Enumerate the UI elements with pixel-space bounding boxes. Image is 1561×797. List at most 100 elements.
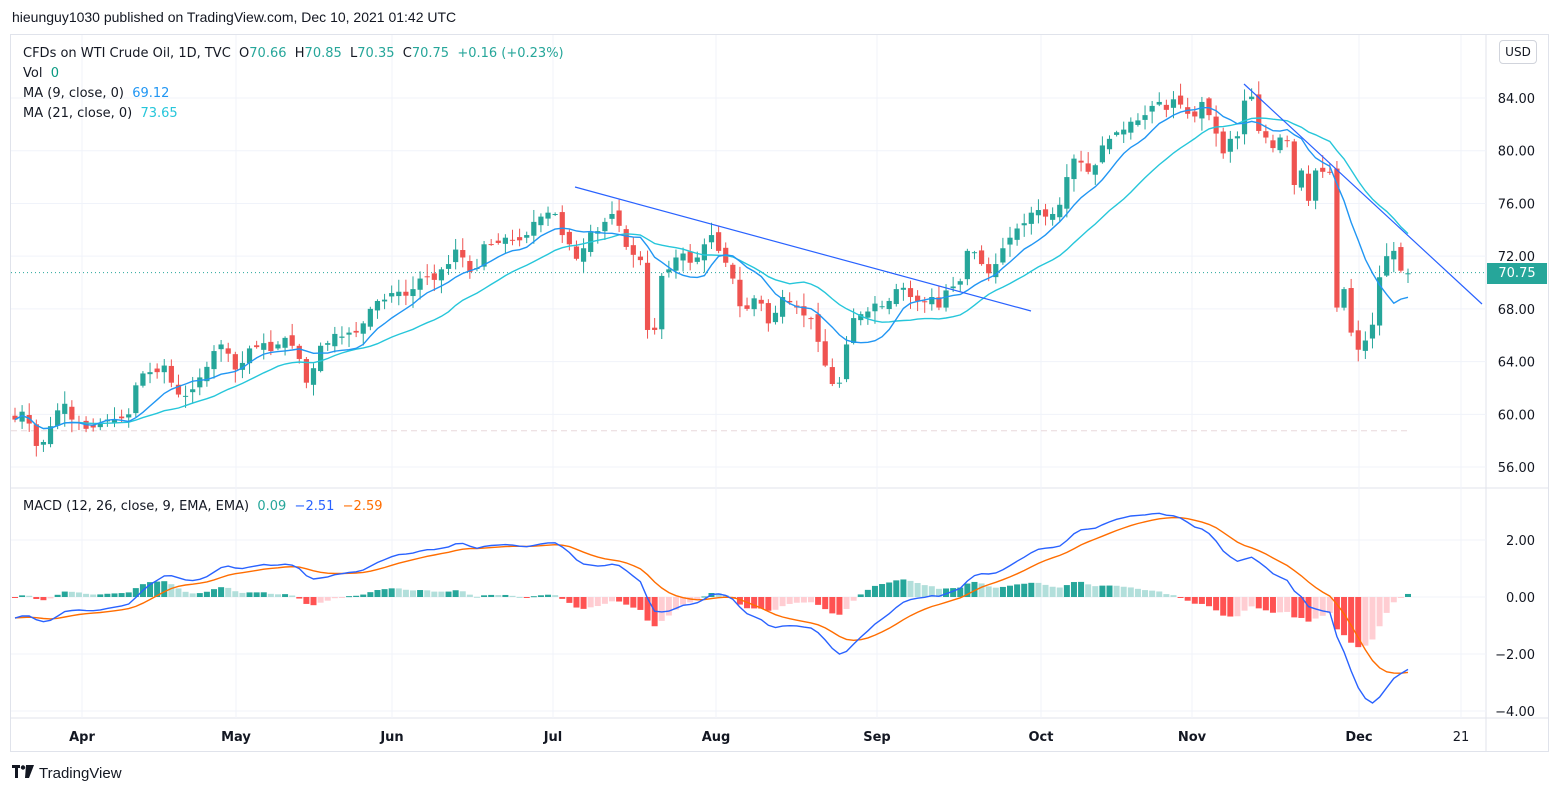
macd-histogram-bar xyxy=(1070,582,1077,597)
price-tick-label: 68.00 xyxy=(1498,303,1535,318)
candle-up xyxy=(389,293,395,297)
macd-histogram-bar xyxy=(786,597,793,604)
macd-histogram-bar xyxy=(566,597,573,603)
candle-up xyxy=(140,373,146,386)
macd-histogram-bar xyxy=(1390,597,1397,603)
candle-down xyxy=(573,246,580,259)
macd-histogram-bar xyxy=(488,594,495,597)
candle-up xyxy=(1064,177,1070,209)
macd-histogram-bar xyxy=(1248,597,1255,607)
candle-up xyxy=(445,264,452,269)
macd-histogram-bar xyxy=(1042,584,1049,597)
tradingview-logo[interactable]: TradingView xyxy=(12,765,122,782)
macd-histogram-bar xyxy=(175,588,182,597)
time-tick-label: 21 xyxy=(1453,730,1470,745)
macd-histogram-bar xyxy=(410,590,416,597)
candle-down xyxy=(460,250,466,258)
macd-histogram-bar xyxy=(1333,597,1340,630)
candle-up xyxy=(1313,170,1319,201)
candle-up xyxy=(339,336,345,338)
candle-down xyxy=(801,306,807,316)
candle-down xyxy=(517,237,523,241)
macd-histogram-bar xyxy=(97,594,104,597)
macd-histogram-bar xyxy=(282,594,289,597)
macd-histogram-bar xyxy=(545,594,552,597)
candle-up xyxy=(410,289,416,297)
macd-histogram-bar xyxy=(985,586,992,597)
candle-down xyxy=(175,384,182,395)
macd-histogram-bar xyxy=(793,597,800,603)
candle-up xyxy=(161,365,167,373)
time-tick-label: Nov xyxy=(1178,730,1207,745)
candle-down xyxy=(303,359,309,383)
macd-histogram-bar xyxy=(90,594,97,597)
macd-histogram-bar xyxy=(928,586,935,597)
macd-histogram-bar xyxy=(331,597,338,599)
candle-down xyxy=(69,406,75,420)
macd-histogram-bar xyxy=(1092,586,1099,597)
macd-histogram-bar xyxy=(189,593,196,597)
candle-up xyxy=(1156,101,1162,105)
macd-line xyxy=(14,512,1409,704)
macd-histogram-bar xyxy=(367,592,374,597)
macd-histogram-bar xyxy=(687,597,694,603)
tradingview-logo-text: TradingView xyxy=(39,765,122,782)
price-axis: 84.00 80.00 76.00 72.00 68.00 64.00 60.00 56.00 xyxy=(1498,92,1535,476)
candle-down xyxy=(1334,168,1340,308)
ma9-legend[interactable]: MA (9, close, 0) 69.12 xyxy=(23,86,169,101)
macd-histogram-bar xyxy=(232,591,239,597)
volume-legend[interactable]: Vol 0 xyxy=(23,66,59,81)
macd-histogram-bar xyxy=(438,591,445,597)
ma21-line xyxy=(14,117,1409,430)
macd-histogram-bar xyxy=(1277,597,1284,613)
time-tick-label: Apr xyxy=(69,730,95,745)
symbol-name: CFDs on WTI Crude Oil, 1D, TVC xyxy=(23,46,231,61)
candle-up xyxy=(204,366,210,382)
trendline-mid xyxy=(574,186,1032,312)
macd-histogram-bar xyxy=(211,589,217,597)
currency-button[interactable]: USD xyxy=(1499,40,1537,64)
grid xyxy=(11,35,1549,751)
macd-histogram-bar xyxy=(1177,597,1184,598)
macd-histogram-bar xyxy=(1206,597,1212,607)
candle-down xyxy=(495,240,501,243)
candle-down xyxy=(559,212,565,236)
candle-up xyxy=(1199,101,1205,119)
candle-down xyxy=(978,250,985,265)
candle-down xyxy=(154,368,160,373)
macd-legend[interactable]: MACD (12, 26, close, 9, EMA, EMA) 0.09 −… xyxy=(23,499,383,514)
ma21-legend[interactable]: MA (21, close, 0) 73.65 xyxy=(23,106,178,121)
macd-histogram-bar xyxy=(502,594,509,597)
macd-histogram-bar xyxy=(1291,597,1298,618)
price-tick-label: 80.00 xyxy=(1498,145,1535,160)
candle-up xyxy=(1277,137,1283,151)
candle-up xyxy=(993,264,999,278)
candle-down xyxy=(737,279,743,307)
macd-histogram-bar xyxy=(694,597,701,600)
candle-up xyxy=(318,345,324,372)
candle-up xyxy=(111,419,118,423)
candle-up xyxy=(367,308,373,327)
macd-histogram-bar xyxy=(537,595,544,597)
macd-histogram-bar xyxy=(921,585,928,597)
macd-histogram-bar xyxy=(452,590,459,597)
candle-down xyxy=(1348,288,1354,333)
candle-up xyxy=(55,410,61,426)
macd-histogram-bar xyxy=(445,591,452,597)
candle-down xyxy=(254,345,260,348)
candle-up xyxy=(47,426,54,445)
macd-histogram-bar xyxy=(630,597,637,608)
macd-histogram-bar xyxy=(1383,597,1390,613)
macd-histogram-bar xyxy=(665,597,672,616)
candle-down xyxy=(829,367,835,385)
macd-histogram-bar xyxy=(1056,587,1063,597)
macd-histogram-bar xyxy=(964,583,971,597)
macd-histogram-bar xyxy=(680,597,687,605)
macd-histogram-bar xyxy=(815,597,822,605)
candle-down xyxy=(815,314,821,342)
macd-histogram-bar xyxy=(850,597,857,601)
candle-up xyxy=(438,269,445,281)
macd-histogram-bar xyxy=(303,597,310,604)
macd-histogram-bar xyxy=(1319,597,1326,616)
